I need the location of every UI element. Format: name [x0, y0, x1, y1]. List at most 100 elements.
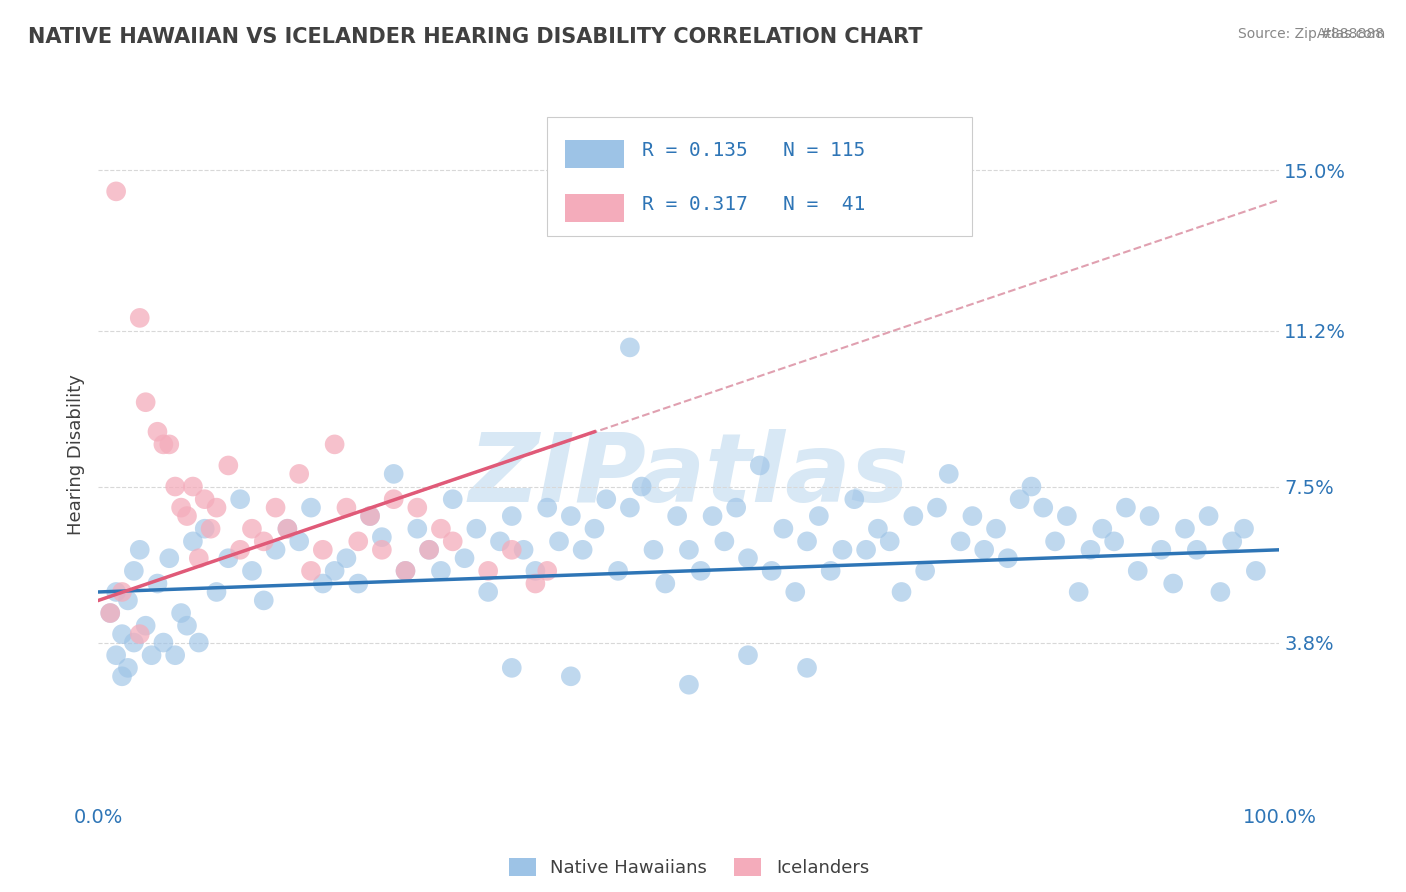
- Point: [1139, 509, 1161, 524]
- Point: [595, 492, 617, 507]
- Point: [165, 648, 187, 663]
- Point: [176, 618, 198, 632]
- Point: [666, 509, 689, 524]
- Point: [1102, 534, 1125, 549]
- Point: [772, 522, 794, 536]
- Point: [152, 635, 174, 649]
- Point: [264, 542, 287, 557]
- Point: [1161, 576, 1184, 591]
- Point: [205, 500, 228, 515]
- Point: [807, 509, 830, 524]
- Point: [914, 564, 936, 578]
- Point: [1032, 500, 1054, 515]
- Point: [323, 437, 346, 451]
- Point: [128, 627, 150, 641]
- Point: [371, 530, 394, 544]
- Point: [105, 648, 128, 663]
- Point: [844, 492, 866, 507]
- Point: [312, 542, 335, 557]
- Point: [536, 564, 558, 578]
- Point: [111, 669, 134, 683]
- Point: [312, 576, 335, 591]
- Point: [925, 500, 948, 515]
- Point: [382, 492, 405, 507]
- Point: [1244, 564, 1267, 578]
- Point: [111, 585, 134, 599]
- Point: [524, 564, 547, 578]
- Point: [465, 522, 488, 536]
- Point: [240, 522, 263, 536]
- Point: [98, 606, 121, 620]
- Point: [855, 542, 877, 557]
- Point: [737, 648, 759, 663]
- Point: [276, 522, 298, 536]
- Point: [288, 534, 311, 549]
- Point: [725, 500, 748, 515]
- Point: [418, 542, 440, 557]
- Point: [1008, 492, 1031, 507]
- Point: [122, 635, 145, 649]
- Point: [323, 564, 346, 578]
- FancyBboxPatch shape: [547, 118, 973, 235]
- Point: [1185, 542, 1208, 557]
- Point: [430, 564, 453, 578]
- Point: [548, 534, 571, 549]
- Point: [217, 551, 239, 566]
- Point: [796, 661, 818, 675]
- Point: [128, 542, 150, 557]
- Point: [157, 437, 180, 451]
- Point: [820, 564, 842, 578]
- Point: [785, 585, 807, 599]
- Legend: Native Hawaiians, Icelanders: Native Hawaiians, Icelanders: [502, 850, 876, 884]
- Point: [453, 551, 475, 566]
- Point: [264, 500, 287, 515]
- Point: [879, 534, 901, 549]
- Point: [371, 542, 394, 557]
- Point: [619, 500, 641, 515]
- Point: [1174, 522, 1197, 536]
- Point: [146, 425, 169, 439]
- Point: [253, 534, 276, 549]
- Point: [761, 564, 783, 578]
- Point: [406, 522, 429, 536]
- Point: [1021, 479, 1043, 493]
- Point: [903, 509, 925, 524]
- Text: #888888: #888888: [1320, 27, 1385, 41]
- Y-axis label: Hearing Disability: Hearing Disability: [66, 375, 84, 535]
- Point: [335, 551, 357, 566]
- Point: [689, 564, 711, 578]
- Point: [157, 551, 180, 566]
- Point: [997, 551, 1019, 566]
- Point: [299, 564, 322, 578]
- Point: [441, 534, 464, 549]
- Point: [1233, 522, 1256, 536]
- Point: [152, 437, 174, 451]
- Point: [571, 542, 593, 557]
- Point: [796, 534, 818, 549]
- Text: R = 0.317   N =  41: R = 0.317 N = 41: [641, 195, 865, 214]
- Point: [962, 509, 984, 524]
- Text: R = 0.135   N = 115: R = 0.135 N = 115: [641, 141, 865, 161]
- Point: [1043, 534, 1066, 549]
- Point: [359, 509, 381, 524]
- Point: [217, 458, 239, 473]
- Point: [430, 522, 453, 536]
- Point: [299, 500, 322, 515]
- Point: [276, 522, 298, 536]
- Point: [253, 593, 276, 607]
- Point: [347, 576, 370, 591]
- Point: [382, 467, 405, 481]
- Point: [181, 479, 204, 493]
- Point: [187, 635, 209, 649]
- Point: [181, 534, 204, 549]
- Point: [678, 542, 700, 557]
- Point: [984, 522, 1007, 536]
- Point: [170, 500, 193, 515]
- Point: [831, 542, 853, 557]
- Point: [713, 534, 735, 549]
- Point: [98, 606, 121, 620]
- Point: [643, 542, 665, 557]
- Point: [194, 492, 217, 507]
- Point: [187, 551, 209, 566]
- Point: [890, 585, 912, 599]
